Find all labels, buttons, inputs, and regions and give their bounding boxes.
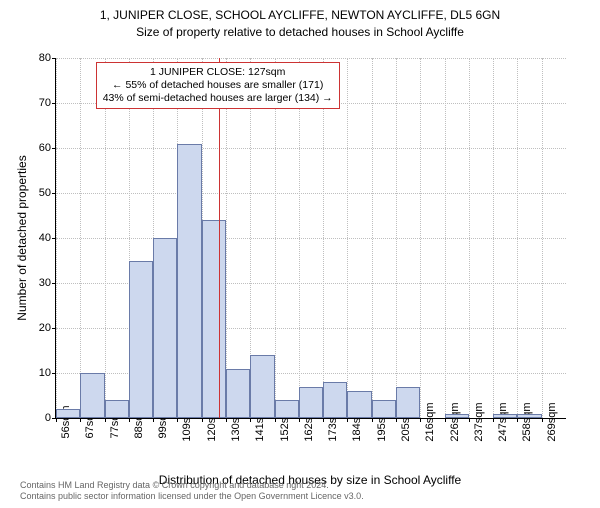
y-tick-label: 80 bbox=[21, 52, 51, 64]
gridline-vertical bbox=[420, 58, 421, 418]
x-tick-mark bbox=[396, 418, 397, 422]
x-tick-mark bbox=[226, 418, 227, 422]
gridline-vertical bbox=[323, 58, 324, 418]
callout-line-2: ← 55% of detached houses are smaller (17… bbox=[103, 79, 333, 92]
x-tick-mark bbox=[323, 418, 324, 422]
gridline-horizontal bbox=[56, 238, 566, 239]
x-tick-mark bbox=[177, 418, 178, 422]
gridline-horizontal bbox=[56, 148, 566, 149]
histogram-bar bbox=[129, 261, 153, 419]
y-tick-label: 0 bbox=[21, 412, 51, 424]
y-tick-label: 10 bbox=[21, 367, 51, 379]
x-tick-mark bbox=[347, 418, 348, 422]
histogram-bar bbox=[323, 382, 347, 418]
gridline-vertical bbox=[275, 58, 276, 418]
x-tick-mark bbox=[80, 418, 81, 422]
x-tick-mark bbox=[275, 418, 276, 422]
footer-line-2: Contains public sector information licen… bbox=[20, 491, 364, 502]
x-tick-mark bbox=[56, 418, 57, 422]
histogram-bar bbox=[250, 355, 274, 418]
gridline-vertical bbox=[396, 58, 397, 418]
histogram-bar bbox=[347, 391, 371, 418]
x-tick-mark bbox=[493, 418, 494, 422]
y-tick-label: 20 bbox=[21, 322, 51, 334]
gridline-vertical bbox=[80, 58, 81, 418]
histogram-bar bbox=[275, 400, 299, 418]
gridline-vertical bbox=[445, 58, 446, 418]
chart-plot: 56sqm67sqm77sqm88sqm99sqm109sqm120sqm130… bbox=[55, 58, 566, 419]
x-tick-label: 216sqm bbox=[424, 402, 436, 441]
gridline-vertical bbox=[347, 58, 348, 418]
y-tick-label: 50 bbox=[21, 187, 51, 199]
x-tick-mark bbox=[202, 418, 203, 422]
histogram-bar bbox=[299, 387, 323, 419]
histogram-bar bbox=[153, 238, 177, 418]
x-tick-mark bbox=[105, 418, 106, 422]
gridline-horizontal bbox=[56, 193, 566, 194]
gridline-vertical bbox=[299, 58, 300, 418]
marker-callout: 1 JUNIPER CLOSE: 127sqm ← 55% of detache… bbox=[96, 62, 340, 109]
x-tick-label: 247sqm bbox=[497, 402, 509, 441]
histogram-bar bbox=[226, 369, 250, 419]
x-tick-mark bbox=[372, 418, 373, 422]
x-tick-mark bbox=[420, 418, 421, 422]
x-tick-mark bbox=[469, 418, 470, 422]
histogram-bar bbox=[56, 409, 80, 418]
footer-line-1: Contains HM Land Registry data © Crown c… bbox=[20, 480, 364, 491]
histogram-bar bbox=[105, 400, 129, 418]
x-tick-mark bbox=[129, 418, 130, 422]
gridline-vertical bbox=[226, 58, 227, 418]
chart-subtitle: Size of property relative to detached ho… bbox=[0, 25, 600, 39]
y-tick-label: 30 bbox=[21, 277, 51, 289]
x-tick-label: 226sqm bbox=[449, 402, 461, 441]
histogram-bar bbox=[177, 144, 201, 419]
histogram-bar bbox=[445, 414, 469, 419]
y-tick-label: 70 bbox=[21, 97, 51, 109]
y-tick-label: 60 bbox=[21, 142, 51, 154]
histogram-bar bbox=[493, 414, 517, 419]
x-tick-label: 269sqm bbox=[546, 402, 558, 441]
footer-attribution: Contains HM Land Registry data © Crown c… bbox=[20, 480, 364, 503]
x-tick-mark bbox=[445, 418, 446, 422]
x-tick-label: 237sqm bbox=[473, 402, 485, 441]
chart-area: Number of detached properties Distributi… bbox=[55, 58, 565, 418]
histogram-bar bbox=[396, 387, 420, 419]
callout-line-1: 1 JUNIPER CLOSE: 127sqm bbox=[103, 66, 333, 79]
histogram-bar bbox=[517, 414, 541, 419]
histogram-bar bbox=[372, 400, 396, 418]
x-tick-mark bbox=[153, 418, 154, 422]
x-tick-mark bbox=[542, 418, 543, 422]
gridline-vertical bbox=[493, 58, 494, 418]
histogram-bar bbox=[80, 373, 104, 418]
page-title: 1, JUNIPER CLOSE, SCHOOL AYCLIFFE, NEWTO… bbox=[0, 8, 600, 22]
gridline-vertical bbox=[56, 58, 57, 418]
y-tick-label: 40 bbox=[21, 232, 51, 244]
gridline-vertical bbox=[105, 58, 106, 418]
x-tick-mark bbox=[250, 418, 251, 422]
gridline-vertical bbox=[469, 58, 470, 418]
y-tick-container: 01020304050607080 bbox=[20, 58, 55, 418]
gridline-vertical bbox=[542, 58, 543, 418]
histogram-bar bbox=[202, 220, 226, 418]
callout-line-3: 43% of semi-detached houses are larger (… bbox=[103, 92, 333, 105]
gridline-vertical bbox=[517, 58, 518, 418]
gridline-vertical bbox=[372, 58, 373, 418]
x-tick-label: 258sqm bbox=[521, 402, 533, 441]
gridline-horizontal bbox=[56, 58, 566, 59]
x-tick-mark bbox=[517, 418, 518, 422]
property-marker-line bbox=[219, 58, 220, 418]
x-tick-mark bbox=[299, 418, 300, 422]
